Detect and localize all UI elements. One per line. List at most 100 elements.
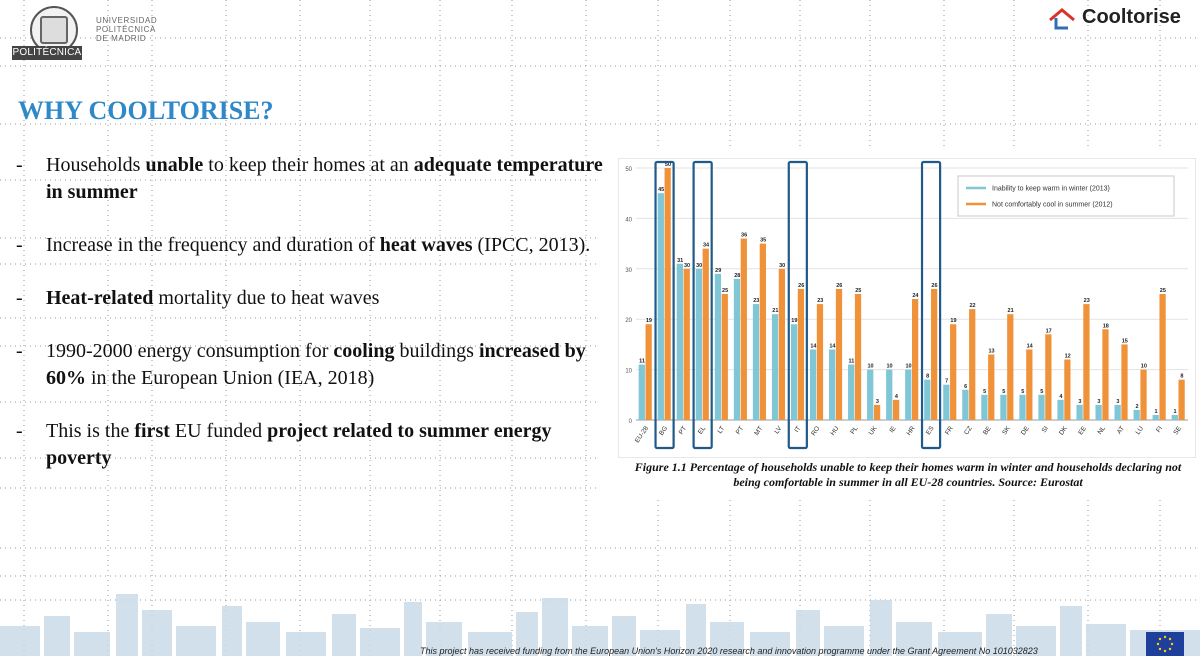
city-skyline-decoration: [0, 594, 1200, 656]
highlight-box: [654, 160, 675, 450]
x-tick-label: HR: [906, 425, 917, 437]
bar: [714, 273, 722, 420]
bar: [664, 168, 671, 420]
house-icon: [1049, 8, 1075, 30]
x-tick-label: EL: [697, 425, 708, 436]
data-label: 24: [912, 293, 919, 299]
bar: [1102, 329, 1109, 420]
bar: [981, 394, 988, 420]
highlight-box: [787, 160, 808, 450]
data-label: 5: [1002, 389, 1005, 395]
x-tick-label: EE: [1077, 425, 1088, 437]
bar: [1171, 414, 1178, 420]
bar: [733, 278, 741, 420]
bar: [1159, 294, 1166, 420]
x-tick-label: LV: [773, 425, 783, 436]
bullet-text: Heat-related: [46, 287, 154, 309]
bar: [912, 299, 919, 420]
bar: [1045, 334, 1052, 420]
bar: [809, 349, 817, 420]
bar: [740, 238, 747, 420]
x-tick-label: LU: [1135, 425, 1146, 436]
bar: [778, 268, 786, 420]
bar: [829, 349, 836, 420]
cooltorise-logo-text: Cooltorise: [1082, 6, 1181, 28]
x-tick-label: BG: [658, 425, 669, 437]
data-label: 34: [703, 243, 710, 249]
x-tick-label: RO: [810, 425, 821, 437]
y-tick-label: 40: [625, 217, 632, 223]
bar: [695, 268, 703, 420]
bar: [657, 193, 664, 420]
university-logo-bar: POLITÉCNICA: [12, 46, 82, 60]
data-label: 11: [639, 359, 645, 365]
y-tick-label: 30: [625, 268, 632, 274]
data-label: 4: [895, 394, 899, 400]
bar: [1076, 404, 1083, 420]
x-tick-label: PT: [735, 425, 746, 436]
bar: [1140, 369, 1147, 420]
figure-caption: Figure 1.1 Percentage of households unab…: [634, 460, 1182, 489]
data-label: 28: [734, 273, 740, 279]
university-logo: POLITÉCNICA UNIVERSIDAD POLITÉCNICA DE M…: [12, 4, 172, 60]
y-tick-label: 0: [629, 419, 633, 425]
data-label: 10: [886, 364, 892, 370]
data-label: 13: [989, 348, 995, 354]
data-label: 45: [658, 187, 664, 193]
bar: [759, 243, 766, 420]
x-tick-label: NL: [1096, 425, 1107, 436]
data-label: 1: [1154, 409, 1157, 415]
data-label: 36: [741, 233, 747, 239]
bullet-text: first: [134, 420, 170, 442]
bar: [924, 379, 931, 420]
bar: [1026, 349, 1033, 420]
bar: [1057, 399, 1064, 420]
bar: [1007, 314, 1014, 420]
data-label: 19: [950, 318, 956, 324]
bar: [835, 288, 843, 420]
eu-flag-icon: [1146, 632, 1184, 656]
x-tick-label: AT: [1116, 425, 1126, 435]
x-tick-label: DK: [1058, 425, 1069, 437]
bullet-text: EU funded: [169, 420, 268, 442]
data-label: 8: [926, 374, 929, 380]
data-label: 30: [684, 263, 690, 269]
bullet-item: - This is the first EU funded project rel…: [16, 418, 606, 472]
bullet-text: Households: [46, 154, 146, 176]
bar: [1000, 394, 1007, 420]
bullet-text: in the European Union (IEA, 2018): [86, 367, 375, 389]
bar: [892, 399, 900, 420]
x-tick-label: MT: [753, 425, 764, 437]
x-tick-label: FR: [944, 425, 955, 436]
bar: [1121, 344, 1128, 420]
bullet-text: buildings: [394, 340, 479, 362]
bar: [873, 404, 881, 420]
data-label: 1: [1174, 409, 1177, 415]
data-label: 30: [779, 263, 785, 269]
highlight-box: [692, 160, 713, 450]
data-label: 8: [1180, 374, 1183, 380]
data-label: 3: [1078, 399, 1081, 405]
bar: [816, 304, 824, 420]
bar: [848, 364, 855, 420]
bar: [1133, 409, 1140, 420]
bar: [702, 248, 709, 420]
data-label: 14: [1027, 343, 1034, 349]
x-tick-label: PL: [849, 425, 860, 436]
data-label: 23: [817, 298, 823, 304]
bar: [886, 369, 893, 420]
bar: [867, 369, 874, 420]
data-label: 26: [836, 283, 842, 289]
bullet-dash: -: [16, 287, 23, 309]
data-label: 7: [945, 379, 948, 385]
data-label: 2: [1135, 404, 1138, 410]
bar: [854, 294, 862, 420]
data-label: 25: [722, 288, 728, 294]
data-label: 21: [772, 308, 778, 314]
bar: [1114, 404, 1121, 420]
bullet-text: Increase in the frequency and duration o…: [46, 234, 380, 256]
data-label: 29: [715, 268, 721, 274]
data-label: 18: [1103, 323, 1109, 329]
data-label: 11: [849, 359, 855, 365]
bar-chart: 010203040501119EU-284550BG3130PT3034EL29…: [618, 158, 1196, 458]
